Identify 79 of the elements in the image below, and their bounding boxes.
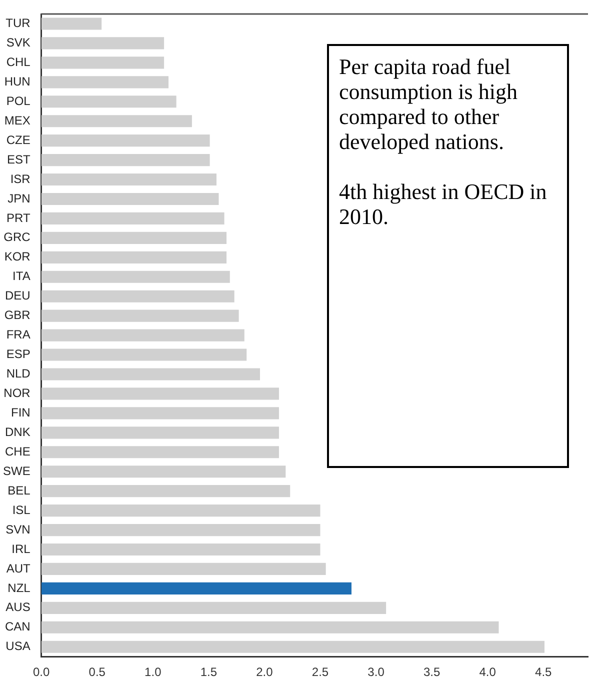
annotation: 4th highest in OECD in 2010. [339,179,548,229]
x-tick-label: 3.5 [423,665,440,680]
y-tick-label: SVK [6,36,30,50]
annotation: Per capita road fuel consumption is high compared to other developed nations. [339,54,518,154]
y-tick-label: NLD [6,366,31,381]
bar [41,466,286,478]
bar [41,543,320,556]
y-tick-label: FIN [10,406,30,420]
y-tick-label: NOR [4,386,31,400]
x-tick-label: 2.0 [256,665,274,680]
bar [41,329,244,342]
bar [41,407,279,420]
y-tick-label: NZL [8,580,31,595]
y-tick-label: GBR [4,308,31,322]
y-tick-label: JPN [8,191,30,206]
bar [41,173,216,186]
x-tick-label: 4.5 [535,665,552,680]
y-tick-label: DNK [4,424,30,439]
y-tick-label: CHE [4,444,30,458]
bar [41,154,210,166]
y-tick-label: GRC [4,230,31,244]
bar [41,368,260,380]
bar [41,96,176,108]
bar [41,446,279,458]
y-tick-label: SWE [2,464,30,478]
bar [41,134,210,147]
bar [41,602,386,614]
bar [41,76,169,88]
x-tick-label: 4.0 [479,665,496,680]
bar [41,524,320,536]
bar [41,562,326,576]
bar [41,212,224,224]
x-tick-label: 0.0 [32,665,50,680]
y-tick-label: FRA [6,328,30,342]
y-tick-label: ISR [10,172,31,186]
x-tick-label: 3.0 [368,665,385,680]
bar [41,56,164,69]
y-tick-label: CHL [6,54,31,69]
bar [41,115,192,128]
y-tick-label: DEU [4,288,30,303]
bar [41,485,290,498]
y-tick-label: TUR [6,16,31,30]
y-tick-label: AUT [6,561,32,576]
y-tick-label: AUS [6,600,30,614]
y-tick-label: PRT [6,210,31,225]
bar [41,270,230,283]
y-tick-label: POL [6,94,31,108]
bar [41,18,102,30]
bar [41,310,239,322]
bar [41,621,499,634]
y-tick-label: HUN [4,74,30,88]
bar [41,290,234,302]
bar [41,348,247,361]
x-tick-label: 1.0 [144,665,162,680]
bar [41,192,219,206]
y-tick-label: CAN [4,620,30,634]
x-tick-label: 1.5 [200,665,218,680]
y-tick-label: EST [6,152,31,166]
bar [41,388,279,400]
bar [41,37,164,50]
bar [41,640,544,653]
text-box: Per capita road fuel consumption is high compared to other developed nations. 4th highest in OECD in 2010. [327,44,569,468]
y-tick-label: ISL [12,502,31,517]
y-tick-label: BEL [8,483,31,498]
bar [41,251,227,264]
y-tick-label: KOR [4,250,31,264]
y-tick-label: CZE [6,132,30,147]
bar [41,582,352,594]
y-tick-label: IRL [12,542,31,556]
bar [41,232,227,244]
y-tick-label: SVN [6,522,30,536]
y-tick-label: ITA [12,269,30,284]
x-tick-label: 2.5 [312,665,329,680]
bar [41,504,320,517]
y-tick-label: MEX [4,113,30,128]
y-tick-label: ESP [6,347,30,362]
x-tick-label: 0.5 [88,665,106,680]
bar [41,426,279,439]
y-tick-label: USA [6,639,30,654]
